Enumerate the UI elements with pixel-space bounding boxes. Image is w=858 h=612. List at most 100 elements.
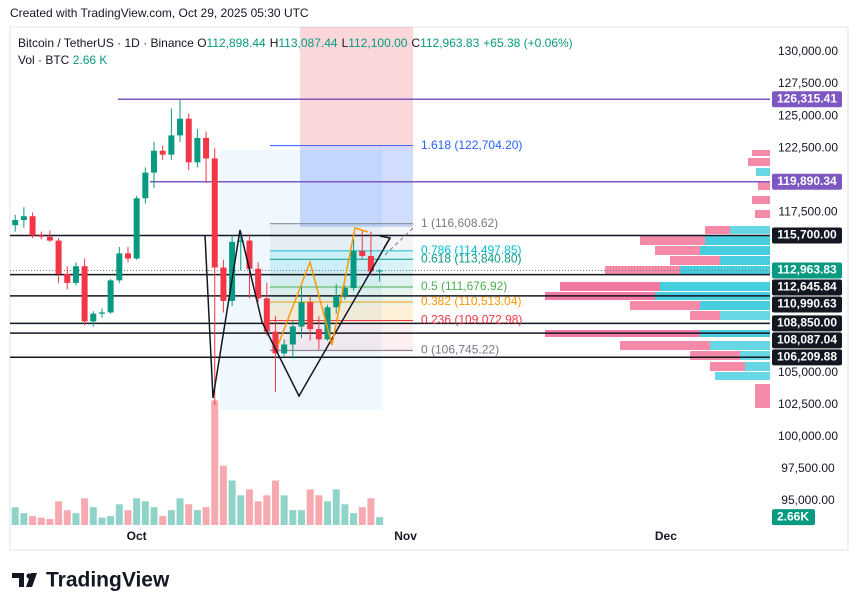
ohlc: O112,898.44 H113,087.44 L112,100.00 C112,96… <box>197 36 483 50</box>
harmonic-line <box>277 227 369 346</box>
volume-bar <box>237 495 245 525</box>
price-label: 110,990.63 <box>777 297 837 311</box>
candle-body <box>246 240 253 269</box>
candle-body <box>124 253 131 259</box>
profile-bar <box>755 210 770 218</box>
candle-body <box>133 198 140 259</box>
profile-bar <box>752 196 770 204</box>
candle-body <box>298 302 305 327</box>
stop-zone <box>300 27 413 147</box>
price-label: 112,645.84 <box>777 280 837 294</box>
volume-bar <box>211 400 219 525</box>
candle-body <box>81 266 88 322</box>
volume-bar <box>124 510 132 525</box>
fib-label: 0.618 (113,840.80) <box>421 251 522 265</box>
volume-bar <box>350 513 358 525</box>
candle-body <box>289 326 296 345</box>
candle-body <box>168 135 175 155</box>
candle-body <box>29 216 36 236</box>
price-label-bg <box>772 296 842 313</box>
legend-row: Bitcoin / TetherUS · 1D · Binance O112,8… <box>18 35 577 52</box>
y-tick-label: 130,000.00 <box>778 44 838 58</box>
volume-bar <box>332 489 340 525</box>
volume-bar <box>159 516 167 525</box>
candle-body <box>159 150 166 155</box>
profile-bar <box>700 301 770 310</box>
volume-bar <box>107 516 115 525</box>
profile-bar <box>758 182 770 190</box>
arrow-head <box>379 235 392 249</box>
candle-body <box>203 137 210 159</box>
price-label: 108,850.00 <box>777 315 837 329</box>
candle-body <box>72 266 79 283</box>
volume-bar <box>193 510 201 525</box>
profile-bar <box>756 168 770 176</box>
volume-bar <box>341 504 349 525</box>
volume-bar <box>176 498 184 525</box>
volume-bar <box>219 465 227 525</box>
y-tick-label: 97,500.00 <box>781 461 835 475</box>
profile-bar <box>720 311 770 320</box>
logo: TradingView <box>12 569 170 592</box>
volume-bar <box>280 495 288 525</box>
candle-body <box>350 250 357 289</box>
profile-bar <box>605 266 680 275</box>
volume-bar <box>55 501 63 525</box>
volume-bar <box>306 489 314 525</box>
fib-label: 1 (116,608.62) <box>421 216 498 230</box>
x-tick-label: Nov <box>394 529 417 543</box>
candle-body <box>333 295 340 308</box>
logo-text: TradingView <box>46 569 170 592</box>
logo-mark <box>12 573 37 587</box>
volume-bar <box>376 517 384 525</box>
profile-bar <box>640 236 705 245</box>
legend-row: Vol · BTC 2.66 K <box>18 52 577 69</box>
profile-bar <box>690 311 720 320</box>
price-label: 112,963.83 <box>777 263 837 277</box>
profile-bar <box>755 384 770 408</box>
volume-bar <box>358 507 366 525</box>
price-label-bg <box>772 173 842 190</box>
volume-label-bg <box>772 509 815 526</box>
y-tick-label: 102,500.00 <box>778 397 838 411</box>
fib-band <box>270 272 413 290</box>
price-label: 119,890.34 <box>777 174 837 188</box>
volume-bar <box>367 498 375 525</box>
profile-bar <box>705 236 770 245</box>
candle-body <box>142 172 149 199</box>
plot: 1.618 (122,704.20) 1 (116,608.62) 0.786 (1… <box>10 98 770 525</box>
volume-legend: 2.66 K <box>72 53 108 67</box>
candle-body <box>367 255 374 272</box>
candle-body <box>64 273 71 283</box>
profile-bar <box>745 362 770 371</box>
profile-bar <box>710 362 745 371</box>
symbol: Bitcoin / TetherUS · 1D · Binance <box>18 36 194 50</box>
y-tick-label: 127,500.00 <box>778 76 838 90</box>
candle-body <box>220 267 227 301</box>
legend: Bitcoin / TetherUS · 1D · Binance O112,8… <box>18 35 577 69</box>
price-label-bg <box>772 279 842 296</box>
price-label: 126,315.41 <box>777 91 837 105</box>
profile-bar <box>720 256 770 265</box>
y-tick-label: 105,000.00 <box>778 365 838 379</box>
price-label-bg <box>772 262 842 279</box>
volume-bar <box>202 507 210 525</box>
volume-bar <box>11 507 19 525</box>
x-tick-label: Oct <box>127 529 147 543</box>
profile-bar <box>748 158 770 166</box>
profile-bar <box>660 282 770 291</box>
fib-label: 1.618 (122,704.20) <box>421 138 522 152</box>
candle-body <box>263 298 270 332</box>
price-label-bg <box>772 332 842 349</box>
ohlc-key: C <box>411 36 421 50</box>
logo-dot <box>26 573 32 579</box>
volume-bar <box>150 507 158 525</box>
profile-bar <box>700 246 770 255</box>
candle-body <box>307 302 314 330</box>
fib-label: 0.236 (109,072.98) <box>421 313 522 327</box>
candle-body <box>194 137 201 163</box>
candle-body <box>177 118 184 136</box>
ohlc-value: 113,087.44 <box>278 36 338 50</box>
volume-bar <box>115 504 123 525</box>
